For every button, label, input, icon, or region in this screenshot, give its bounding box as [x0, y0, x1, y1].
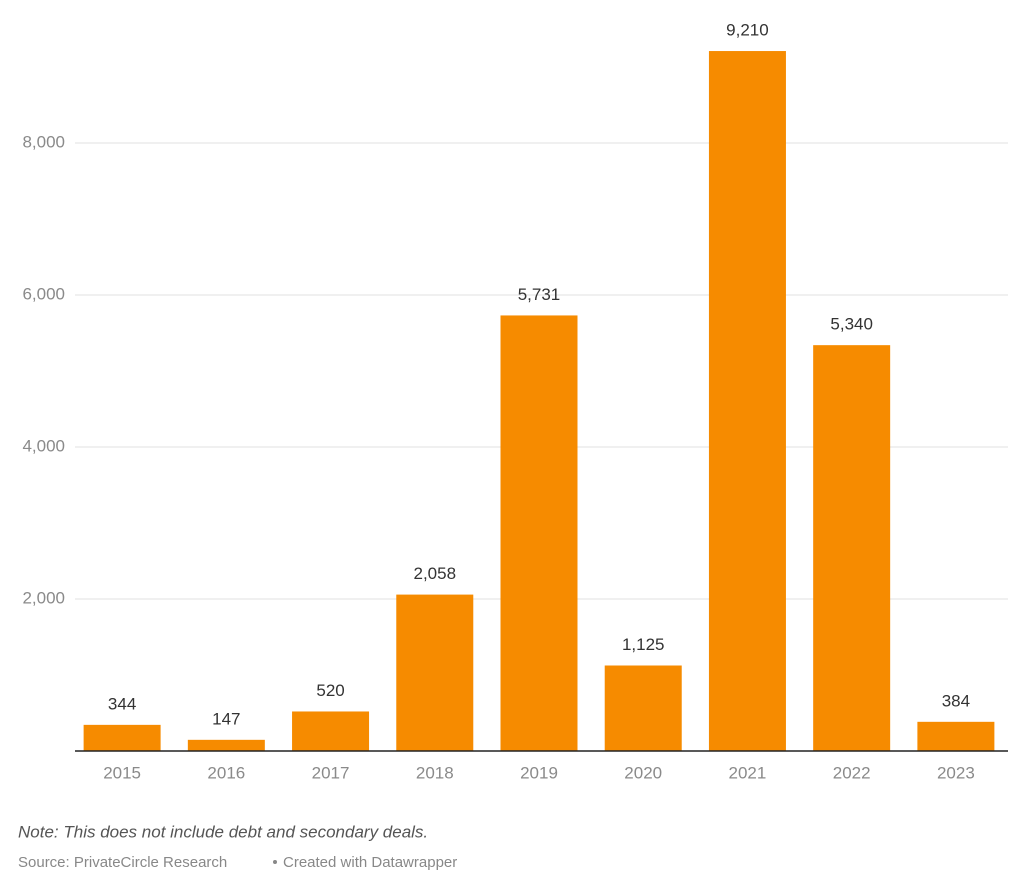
separator-dot — [273, 860, 277, 864]
y-tick-label: 4,000 — [22, 436, 65, 455]
x-tick-label: 2015 — [103, 763, 141, 782]
bar — [813, 345, 891, 751]
value-label: 2,058 — [414, 564, 457, 583]
bar — [396, 594, 474, 751]
y-tick-label: 8,000 — [22, 132, 65, 151]
bar — [292, 711, 370, 751]
x-tick-label: 2018 — [416, 763, 454, 782]
value-label: 344 — [108, 694, 136, 713]
value-label: 147 — [212, 709, 240, 728]
bar — [708, 51, 786, 752]
x-tick-label: 2021 — [729, 763, 767, 782]
x-tick-label: 2020 — [624, 763, 662, 782]
y-tick-label: 6,000 — [22, 284, 65, 303]
chart-credit: Created with Datawrapper — [283, 854, 457, 871]
bar — [917, 721, 995, 751]
value-label: 5,731 — [518, 285, 561, 304]
chart-source: Source: PrivateCircle Research — [18, 854, 227, 871]
bar — [500, 315, 578, 751]
bar — [83, 724, 161, 751]
x-tick-label: 2019 — [520, 763, 558, 782]
value-label: 5,340 — [830, 315, 873, 334]
x-tick-label: 2022 — [833, 763, 871, 782]
value-label: 384 — [942, 691, 970, 710]
value-label: 1,125 — [622, 635, 665, 654]
value-label: 520 — [316, 681, 344, 700]
y-tick-label: 2,000 — [22, 588, 65, 607]
bar — [604, 665, 682, 751]
bar — [187, 739, 265, 751]
x-tick-label: 2016 — [207, 763, 245, 782]
chart-note: Note: This does not include debt and sec… — [18, 822, 428, 841]
x-tick-label: 2017 — [312, 763, 350, 782]
x-tick-label: 2023 — [937, 763, 975, 782]
value-label: 9,210 — [726, 21, 769, 40]
